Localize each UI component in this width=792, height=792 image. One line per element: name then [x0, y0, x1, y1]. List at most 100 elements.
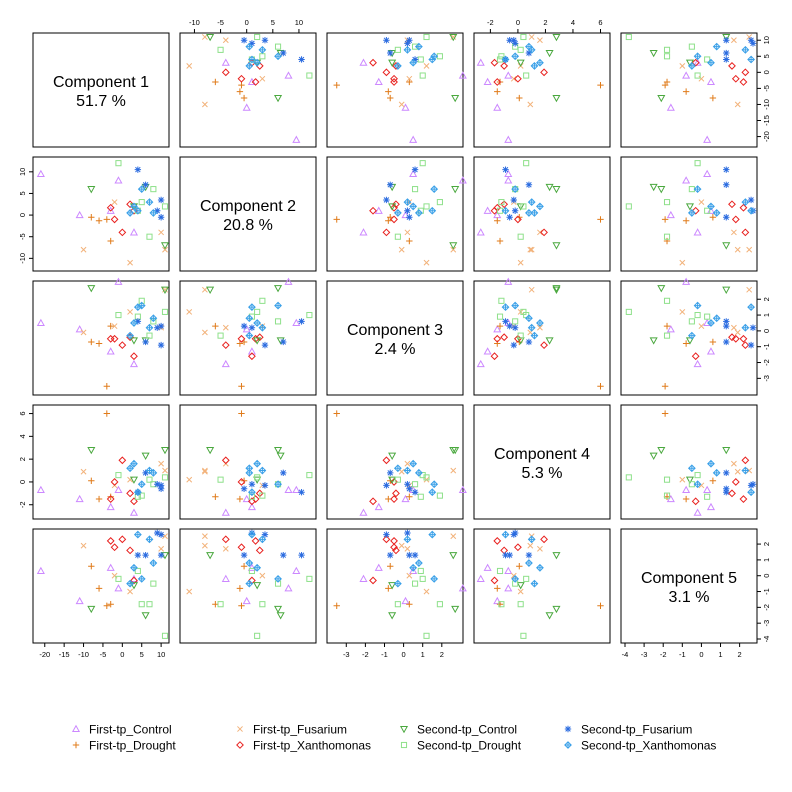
- point-Second-tp_Fusarium: [261, 37, 269, 44]
- point-First-tp_Control: [706, 347, 716, 355]
- panel-r4-c1: [32, 404, 170, 520]
- point-Second-tp_Xanthomonas: [393, 464, 402, 473]
- point-First-tp_Xanthomonas: [106, 537, 115, 545]
- panel-r3-c5: [620, 277, 758, 396]
- point-First-tp_Xanthomonas: [540, 341, 548, 350]
- point-Second-tp_Fusarium: [142, 338, 149, 346]
- point-Second-tp_Xanthomonas: [403, 535, 412, 544]
- point-Second-tp_Fusarium: [154, 481, 161, 488]
- point-Second-tp_Control: [449, 446, 458, 455]
- point-First-tp_Control: [458, 485, 467, 493]
- tick-label: 2: [762, 297, 771, 301]
- panel-frame: [179, 280, 317, 396]
- legend-label: First-tp_Drought: [89, 739, 176, 753]
- point-First-tp_Drought: [333, 410, 340, 417]
- tick-label: 2: [440, 650, 444, 659]
- point-First-tp_Xanthomonas: [130, 576, 138, 585]
- point-Second-tp_Drought: [146, 476, 153, 483]
- point-Second-tp_Fusarium: [502, 551, 509, 559]
- tick-label: 4: [571, 18, 575, 27]
- point-First-tp_Control: [682, 485, 691, 493]
- point-Second-tp_Fusarium: [404, 529, 411, 537]
- point-First-tp_Fusarium: [404, 229, 411, 236]
- point-Second-tp_Drought: [138, 601, 145, 608]
- point-Second-tp_Xanthomonas: [741, 45, 750, 54]
- point-First-tp_Control: [221, 508, 230, 516]
- panel-r2-c2: Component 2 20.8 %: [179, 156, 317, 272]
- point-First-tp_Xanthomonas: [390, 543, 398, 552]
- point-First-tp_Control: [504, 169, 513, 178]
- point-First-tp_Xanthomonas: [728, 200, 736, 209]
- point-First-tp_Xanthomonas: [130, 497, 138, 506]
- point-Second-tp_Fusarium: [280, 469, 287, 477]
- tick-label: 10: [157, 650, 165, 659]
- point-Second-tp_Fusarium: [406, 37, 413, 44]
- point-First-tp_Control: [504, 135, 513, 143]
- point-Second-tp_Control: [516, 59, 525, 67]
- point-First-tp_Drought: [597, 383, 604, 390]
- point-First-tp_Fusarium: [222, 37, 229, 44]
- point-Second-tp_Drought: [217, 332, 224, 339]
- point-First-tp_Fusarium: [398, 542, 405, 549]
- point-First-tp_Drought: [95, 585, 103, 592]
- point-Second-tp_Xanthomonas: [687, 331, 696, 340]
- point-Second-tp_Xanthomonas: [712, 468, 721, 477]
- point-Second-tp_Control: [87, 605, 96, 614]
- point-First-tp_Control: [409, 169, 418, 178]
- point-Second-tp_Fusarium: [749, 481, 757, 488]
- point-Second-tp_Drought: [517, 332, 524, 339]
- point-First-tp_Xanthomonas: [110, 543, 119, 552]
- panel-r5-c2: [179, 528, 317, 644]
- point-First-tp_Drought: [107, 493, 114, 500]
- point-First-tp_Xanthomonas: [514, 543, 522, 552]
- point-First-tp_Control: [75, 596, 84, 605]
- point-Second-tp_Xanthomonas: [501, 530, 510, 539]
- point-First-tp_Fusarium: [698, 199, 705, 206]
- point-First-tp_Drought: [88, 338, 95, 346]
- point-First-tp_Xanthomonas: [118, 341, 127, 350]
- point-First-tp_Xanthomonas: [110, 334, 119, 343]
- tick-label: 4: [18, 434, 27, 438]
- point-Second-tp_Xanthomonas: [126, 464, 134, 473]
- point-First-tp_Xanthomonas: [221, 535, 230, 544]
- point-First-tp_Drought: [385, 217, 392, 224]
- tick-label: -1: [381, 650, 388, 659]
- point-Second-tp_Drought: [663, 297, 671, 304]
- panel-frame: [473, 528, 611, 644]
- legend-label: First-tp_Fusarium: [253, 723, 347, 737]
- point-First-tp_Xanthomonas: [540, 535, 548, 544]
- point-Second-tp_Xanthomonas: [245, 42, 254, 51]
- point-Second-tp_Fusarium: [723, 181, 730, 188]
- point-Second-tp_Drought: [419, 160, 426, 167]
- point-Second-tp_Drought: [254, 33, 261, 41]
- point-Second-tp_Control: [273, 605, 283, 614]
- point-Second-tp_Drought: [663, 233, 671, 240]
- point-Second-tp_Drought: [394, 476, 401, 483]
- point-First-tp_Control: [247, 563, 256, 571]
- point-First-tp_Xanthomonas: [110, 215, 119, 224]
- point-First-tp_Fusarium: [80, 468, 87, 475]
- point-Second-tp_Control: [273, 285, 283, 293]
- point-First-tp_Control: [374, 502, 383, 511]
- point-First-tp_Xanthomonas: [248, 497, 256, 506]
- point-First-tp_Control: [292, 485, 301, 493]
- point-Second-tp_Xanthomonas: [511, 52, 520, 61]
- point-First-tp_Fusarium: [527, 101, 534, 108]
- legend-item: First-tp_Drought: [72, 739, 176, 753]
- point-Second-tp_Xanthomonas: [747, 488, 755, 497]
- point-First-tp_Control: [129, 574, 139, 582]
- point-Second-tp_Xanthomonas: [393, 209, 402, 217]
- tick-label: -20: [762, 131, 771, 142]
- point-Second-tp_Xanthomonas: [530, 579, 539, 588]
- point-First-tp_Drought: [387, 94, 394, 102]
- point-First-tp_Drought: [103, 383, 111, 390]
- tick-label: -2: [762, 359, 771, 366]
- point-Second-tp_Fusarium: [157, 531, 165, 538]
- point-First-tp_Xanthomonas: [691, 206, 700, 215]
- tick-label: -1: [762, 343, 771, 350]
- point-Second-tp_Control: [273, 446, 283, 455]
- point-Second-tp_Drought: [146, 233, 153, 240]
- point-First-tp_Control: [359, 58, 368, 66]
- point-Second-tp_Fusarium: [240, 37, 248, 44]
- point-First-tp_Fusarium: [698, 323, 705, 330]
